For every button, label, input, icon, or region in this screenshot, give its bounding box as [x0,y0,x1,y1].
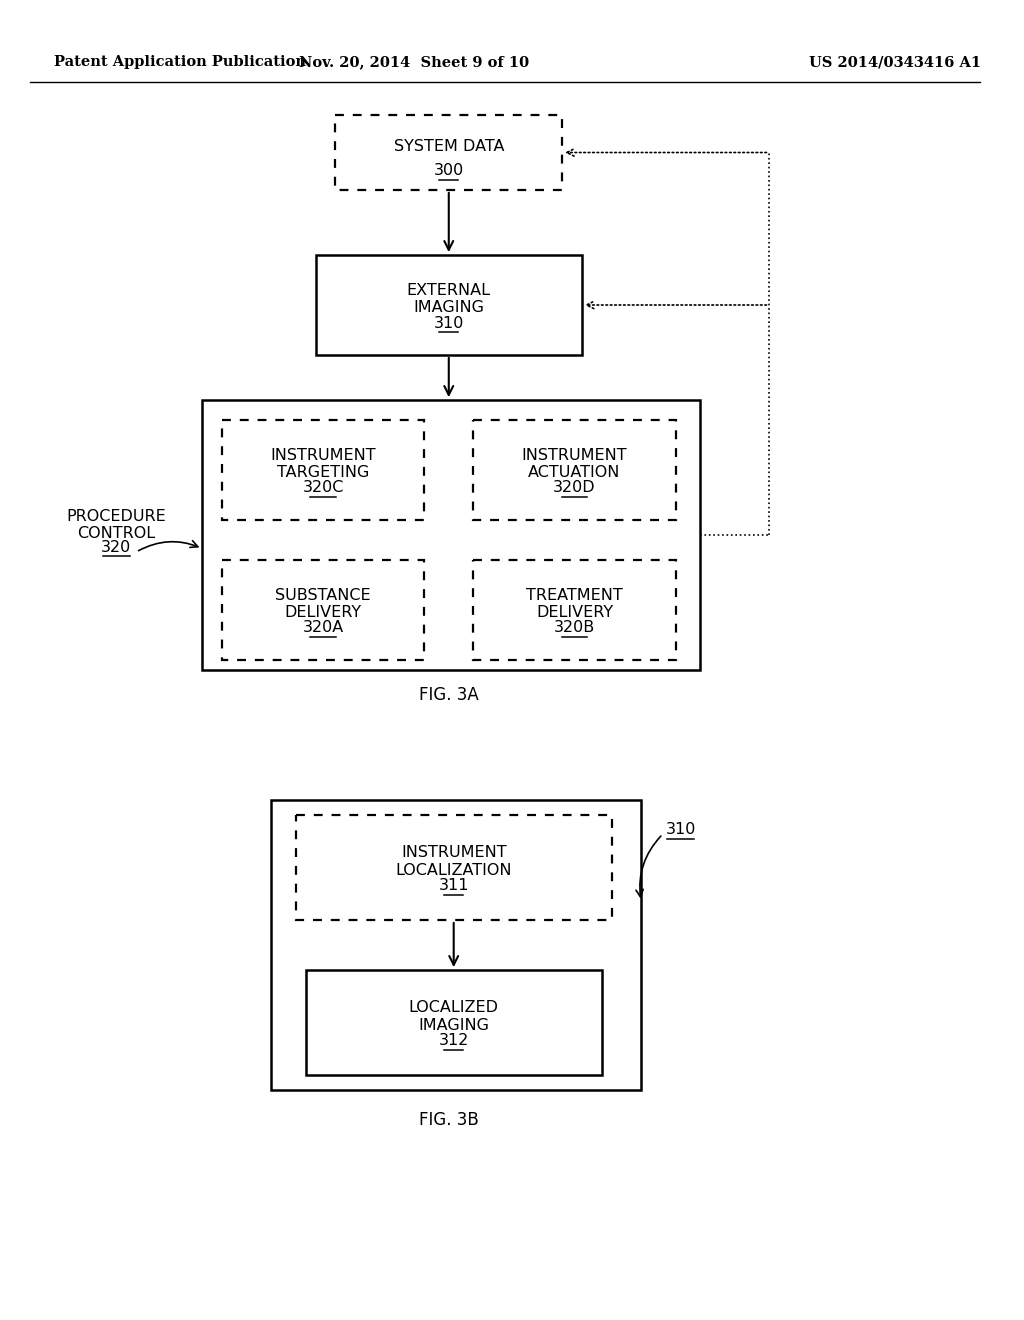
Bar [335,115,562,190]
Text: 310: 310 [433,315,464,330]
Text: 300: 300 [433,162,464,178]
Bar [315,255,582,355]
Text: SYSTEM DATA: SYSTEM DATA [393,139,504,154]
Text: 320: 320 [101,540,131,554]
Text: PROCEDURE
CONTROL: PROCEDURE CONTROL [67,508,166,541]
Bar [271,800,641,1090]
FancyArrowPatch shape [636,836,660,896]
Text: FIG. 3B: FIG. 3B [419,1111,478,1129]
Bar [222,420,424,520]
Text: 312: 312 [438,1034,469,1048]
FancyArrowPatch shape [138,541,198,550]
Text: FIG. 3A: FIG. 3A [419,686,478,704]
Text: INSTRUMENT
ACTUATION: INSTRUMENT ACTUATION [521,447,628,480]
Text: 320B: 320B [554,620,595,635]
Text: Nov. 20, 2014  Sheet 9 of 10: Nov. 20, 2014 Sheet 9 of 10 [299,55,529,69]
Bar [473,560,676,660]
Text: 310: 310 [666,822,695,837]
Text: TREATMENT
DELIVERY: TREATMENT DELIVERY [526,587,623,620]
Text: 320A: 320A [302,620,344,635]
Bar [306,970,602,1074]
Text: SUBSTANCE
DELIVERY: SUBSTANCE DELIVERY [275,587,371,620]
Bar [473,420,676,520]
Text: Patent Application Publication: Patent Application Publication [54,55,306,69]
Text: LOCALIZED
IMAGING: LOCALIZED IMAGING [409,1001,499,1032]
Bar [296,814,611,920]
Text: INSTRUMENT
LOCALIZATION: INSTRUMENT LOCALIZATION [395,845,512,878]
Text: EXTERNAL
IMAGING: EXTERNAL IMAGING [407,282,490,315]
Text: 320C: 320C [302,480,344,495]
Bar [222,560,424,660]
Text: US 2014/0343416 A1: US 2014/0343416 A1 [809,55,981,69]
Text: 320D: 320D [553,480,596,495]
Bar [202,400,700,671]
Text: INSTRUMENT
TARGETING: INSTRUMENT TARGETING [270,447,376,480]
Text: 311: 311 [438,878,469,894]
